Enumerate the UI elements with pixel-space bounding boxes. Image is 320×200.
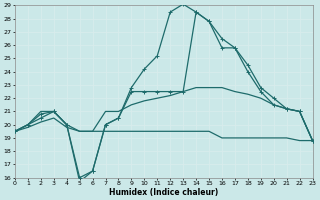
X-axis label: Humidex (Indice chaleur): Humidex (Indice chaleur) [109, 188, 218, 197]
